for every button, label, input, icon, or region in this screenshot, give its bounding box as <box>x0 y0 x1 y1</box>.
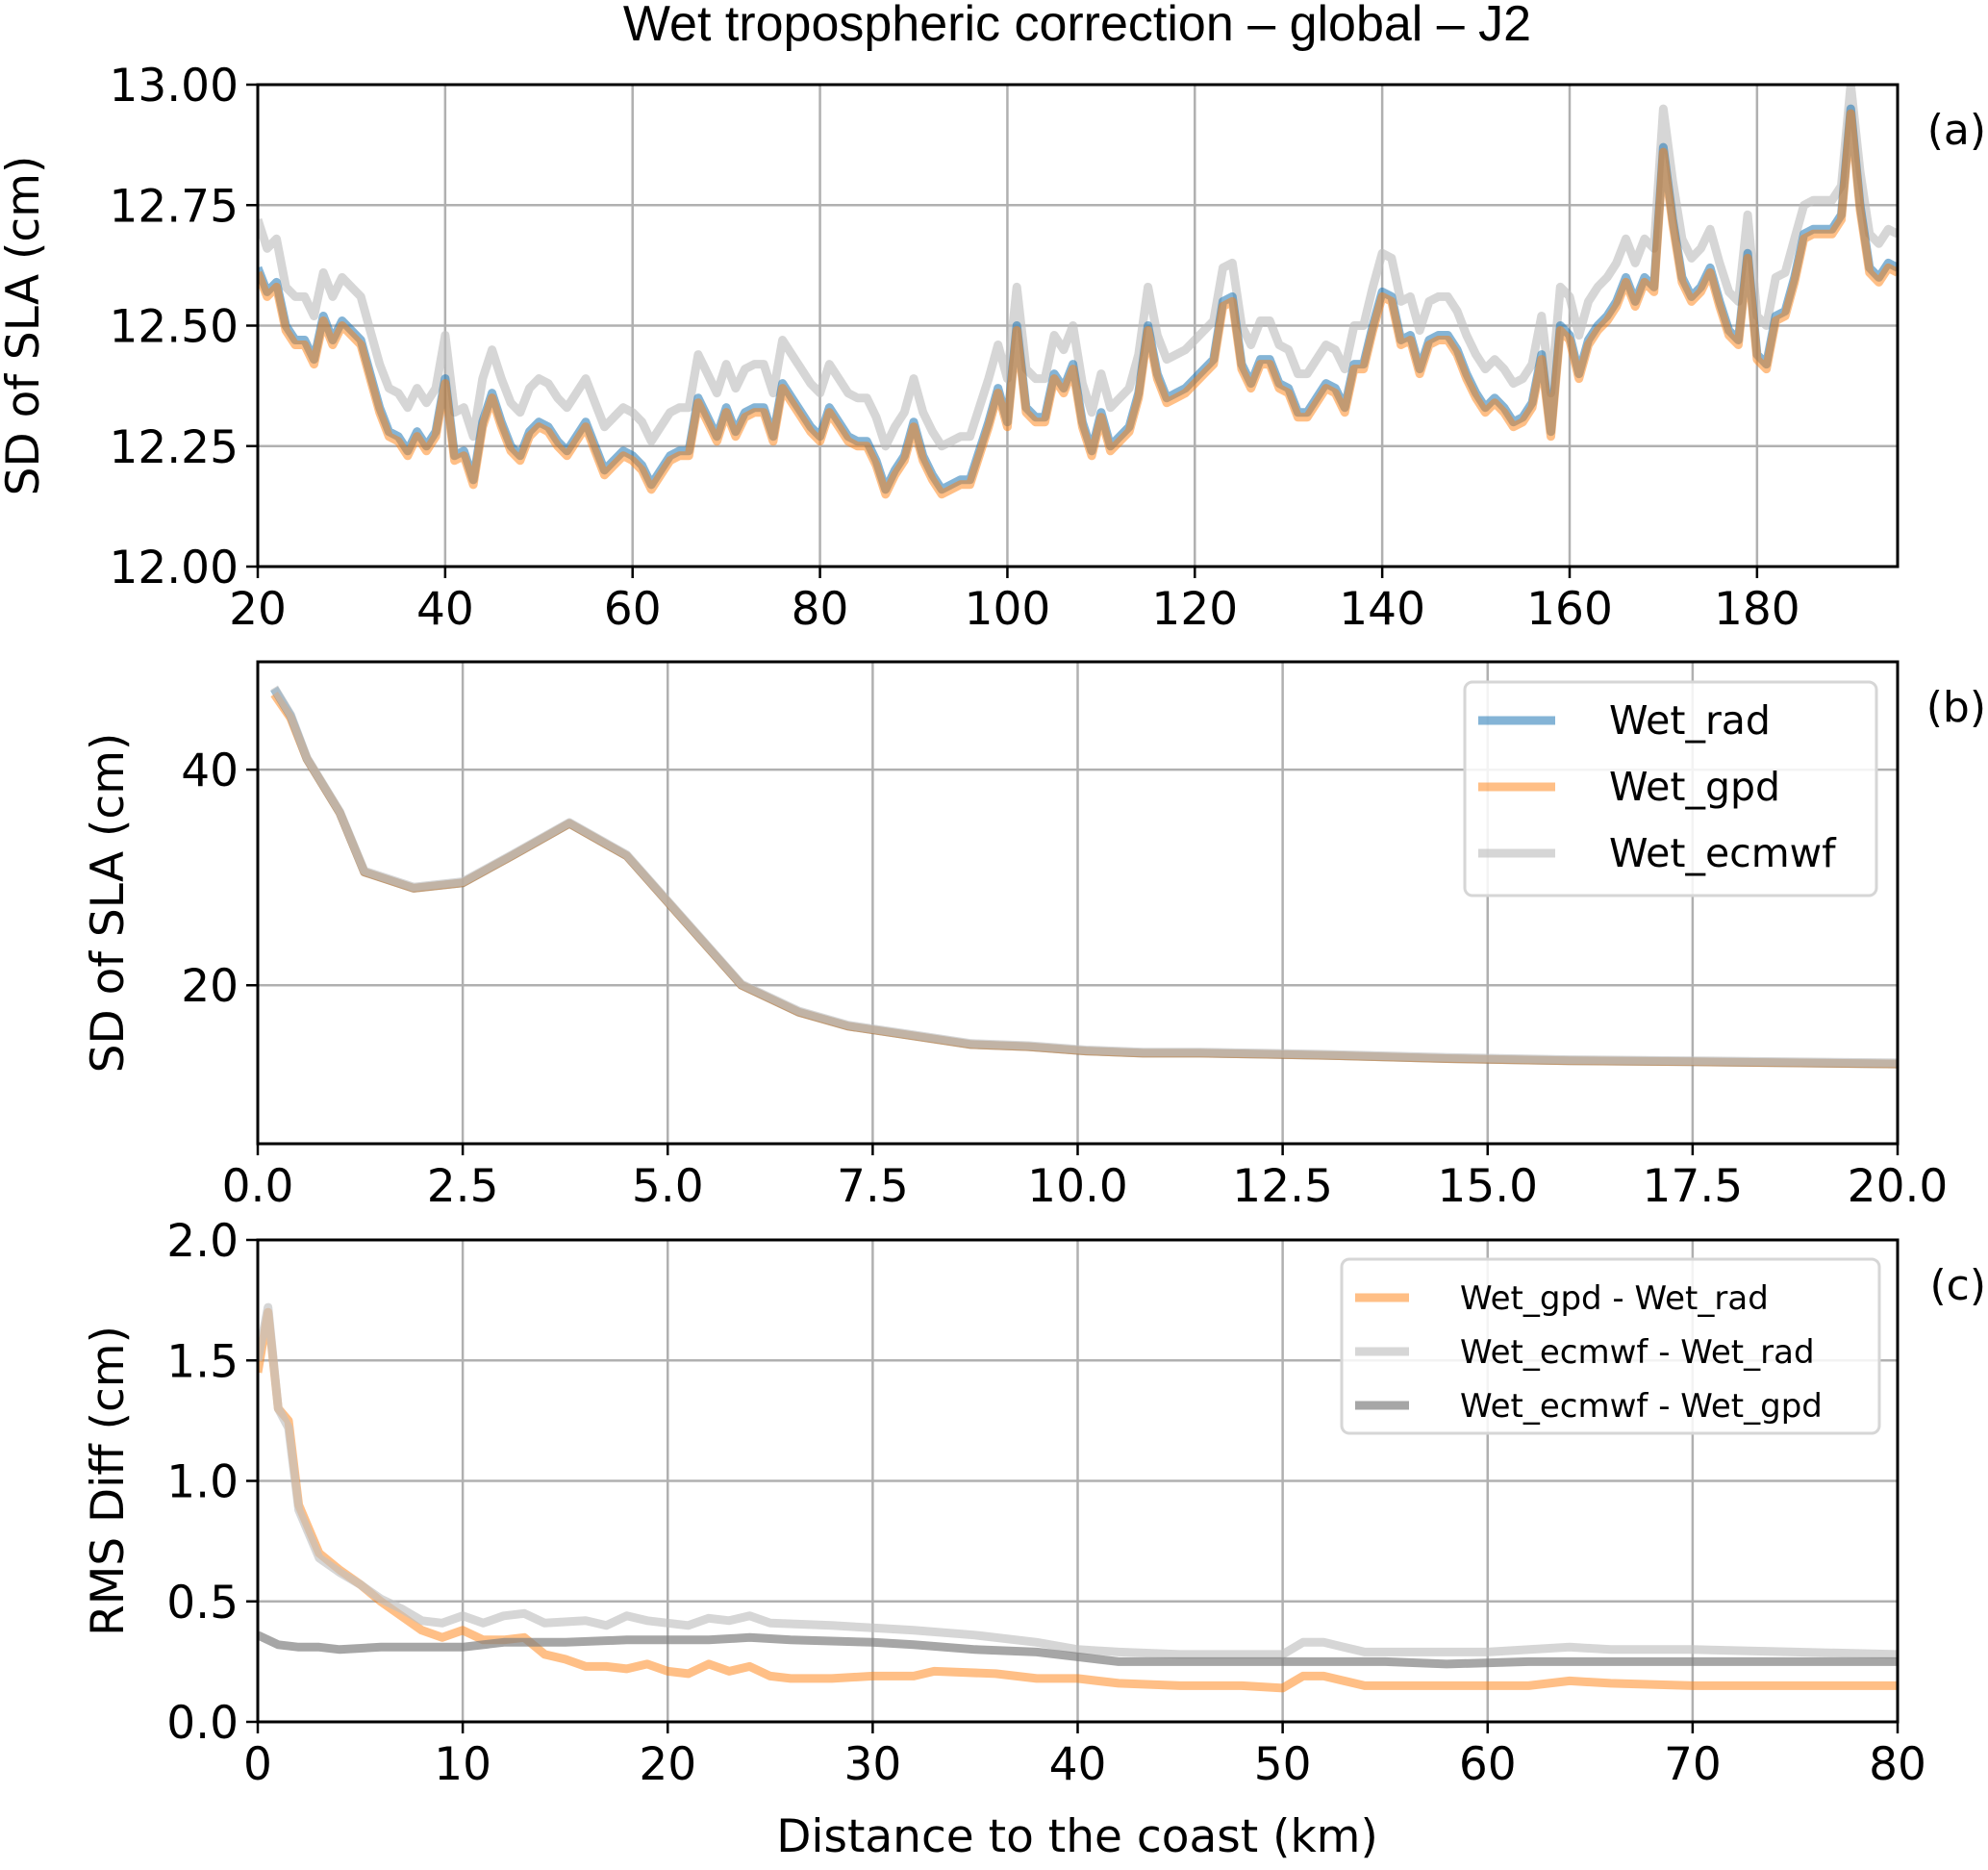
axes-frame <box>256 1238 1900 1724</box>
x-tick-label: 0 <box>243 1738 272 1791</box>
panel-a: 20 40 60 80 100 120 140 160 180 12.00 12.25 12.50 12… <box>0 60 1986 636</box>
chart-title: Wet tropospheric correction – global – J… <box>623 0 1531 52</box>
x-tick-label: 60 <box>1459 1738 1517 1791</box>
series-group <box>258 85 1898 499</box>
x-tick-label: 180 <box>1714 583 1800 636</box>
legend-label: Wet_ecmwf <box>1609 830 1837 876</box>
legend-box <box>1463 680 1878 897</box>
x-tick-label: 10 <box>434 1738 491 1791</box>
x-tick-label: 10.0 <box>1027 1160 1128 1213</box>
x-tick-label: 80 <box>1869 1738 1926 1791</box>
y-axis-label: SD of SLA (cm) <box>0 156 50 496</box>
panel-c: 0 10 20 30 40 50 60 70 80 0.0 0.5 1.0 1.5 2.0 RMS Diff… <box>82 1215 1986 1791</box>
y-tick-label: 1.0 <box>166 1456 239 1509</box>
x-tick-label: 120 <box>1151 583 1238 636</box>
y-tick-label: 1.5 <box>166 1335 239 1388</box>
x-tick-label: 40 <box>416 583 474 636</box>
series-group <box>270 685 1898 1069</box>
x-tick-label: 17.5 <box>1643 1160 1744 1213</box>
legend-label: Wet_ecmwf - Wet_gpd <box>1460 1387 1823 1426</box>
x-tick-label: 160 <box>1526 583 1613 636</box>
x-tick-label: 70 <box>1664 1738 1722 1791</box>
x-tick-label: 20 <box>229 583 287 636</box>
x-tick-label: 80 <box>792 583 849 636</box>
y-tick-label: 12.50 <box>109 301 239 354</box>
x-tick-label: 2.5 <box>427 1160 499 1213</box>
y-tick-label: 20 <box>181 960 239 1013</box>
series-line-wet-gpd <box>258 109 1898 499</box>
x-tick-label: 12.5 <box>1232 1160 1333 1213</box>
axes-frame <box>256 83 1900 569</box>
legend: Wet_rad Wet_gpd Wet_ecmwf <box>1463 680 1878 897</box>
y-tick-label: 0.0 <box>166 1697 239 1750</box>
panel-b: 0.0 2.5 5.0 7.5 10.0 12.5 15.0 17.5 20.0 20 40 SD o… <box>82 660 1986 1213</box>
y-tick-label: 13.00 <box>109 60 239 113</box>
x-tick-label: 0.0 <box>222 1160 294 1213</box>
x-tick-label: 20.0 <box>1848 1160 1949 1213</box>
panel-label: (c) <box>1929 1261 1986 1310</box>
legend-label: Wet_gpd - Wet_rad <box>1460 1279 1769 1318</box>
x-tick-label: 20 <box>639 1738 696 1791</box>
y-tick-label: 40 <box>181 745 239 797</box>
x-tick-label: 40 <box>1049 1738 1107 1791</box>
x-tick-label: 60 <box>604 583 662 636</box>
y-tick-label: 2.0 <box>166 1215 239 1268</box>
x-axis-label: Distance to the coast (km) <box>776 1810 1378 1863</box>
series-line-wet-ecmwf <box>270 685 1898 1068</box>
y-axis-label: RMS Diff (cm) <box>82 1326 135 1636</box>
x-tick-label: 5.0 <box>632 1160 704 1213</box>
x-tick-label: 140 <box>1339 583 1425 636</box>
axes-frame <box>256 660 1900 1146</box>
y-tick-label: 12.00 <box>109 542 239 594</box>
x-tick-label: 50 <box>1254 1738 1312 1791</box>
panel-label: (a) <box>1927 106 1986 155</box>
series-line-wet-ecmwf <box>258 85 1898 451</box>
y-tick-label: 12.75 <box>109 180 239 233</box>
series-group <box>258 1302 1898 1693</box>
panel-label: (b) <box>1926 683 1986 732</box>
legend-label: Wet_ecmwf - Wet_rad <box>1460 1333 1815 1372</box>
x-tick-label: 7.5 <box>837 1160 909 1213</box>
x-tick-label: 30 <box>843 1738 901 1791</box>
series-line-wet-ecmwf-wet-rad <box>258 1302 1898 1659</box>
y-axis-label: SD of SLA (cm) <box>82 733 135 1074</box>
y-tick-label: 0.5 <box>166 1577 239 1630</box>
legend-label: Wet_gpd <box>1609 764 1780 810</box>
legend-box <box>1340 1257 1881 1435</box>
x-tick-label: 100 <box>965 583 1051 636</box>
legend: Wet_gpd - Wet_rad Wet_ecmwf - Wet_rad Wet_… <box>1340 1257 1881 1435</box>
y-tick-label: 12.25 <box>109 421 239 474</box>
series-line-wet-ecmwf-wet-gpd <box>258 1630 1898 1669</box>
legend-label: Wet_rad <box>1609 697 1771 744</box>
x-tick-label: 15.0 <box>1437 1160 1538 1213</box>
